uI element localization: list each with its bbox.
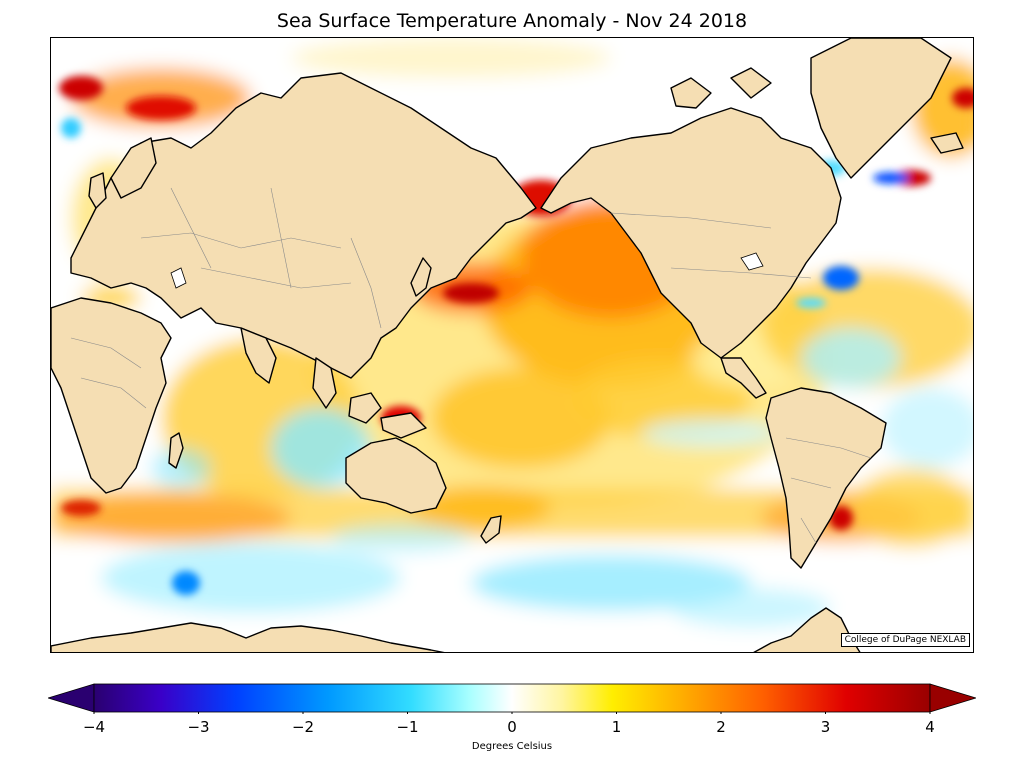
colorbar-ticks xyxy=(93,712,931,714)
north-america-land xyxy=(540,107,842,359)
eurasia-land xyxy=(70,72,537,379)
map-title: Sea Surface Temperature Anomaly - Nov 24… xyxy=(276,10,748,32)
se-asia-land xyxy=(312,357,337,409)
credit-label: College of DuPage NEXLAB xyxy=(840,633,970,647)
colorbar-tick-label: 2 xyxy=(716,718,726,736)
greenland-land xyxy=(810,38,952,179)
anomaly-field xyxy=(51,38,973,652)
colorbar-min-extend-arrow xyxy=(48,683,95,713)
colorbar-tick-label: 0 xyxy=(507,718,517,736)
colorbar-tick-label: −2 xyxy=(291,718,315,736)
new-zealand-land xyxy=(480,515,502,544)
sst-anomaly-map: College of DuPage NEXLAB xyxy=(50,37,974,653)
antarctica-land xyxy=(51,622,445,652)
india-land xyxy=(240,327,277,384)
colorbar-rect xyxy=(93,683,931,713)
australia-land xyxy=(345,437,447,514)
colorbar-max-extend-arrow xyxy=(929,683,976,713)
lakes xyxy=(170,252,764,289)
africa-land xyxy=(51,297,172,494)
scandinavia-land xyxy=(110,137,157,199)
uk-land xyxy=(88,172,107,209)
borneo-land xyxy=(348,392,382,424)
iceland-land xyxy=(930,132,964,154)
colorbar-tick-label: −1 xyxy=(396,718,419,736)
colorbar-label: Degrees Celsius xyxy=(471,741,553,752)
south-america-land xyxy=(765,387,887,569)
antarctica-east-land xyxy=(753,607,861,652)
japan-land xyxy=(410,257,432,297)
colorbar xyxy=(48,683,976,714)
colorbar-tick-label: −3 xyxy=(187,718,210,736)
central-america-land xyxy=(720,357,767,399)
new-guinea-land xyxy=(380,412,427,439)
colorbar-tick-label: 3 xyxy=(820,718,831,736)
arctic-island-land xyxy=(670,77,712,109)
country-borders xyxy=(70,187,872,544)
land-masses xyxy=(51,38,964,652)
map-canvas xyxy=(51,38,973,652)
madagascar-land xyxy=(168,432,184,469)
colorbar-tick-label: 1 xyxy=(611,718,622,736)
colorbar-tick-label: 4 xyxy=(925,718,935,736)
colorbar-tick-label: −4 xyxy=(82,718,106,736)
arctic-island-land-2 xyxy=(730,67,772,99)
